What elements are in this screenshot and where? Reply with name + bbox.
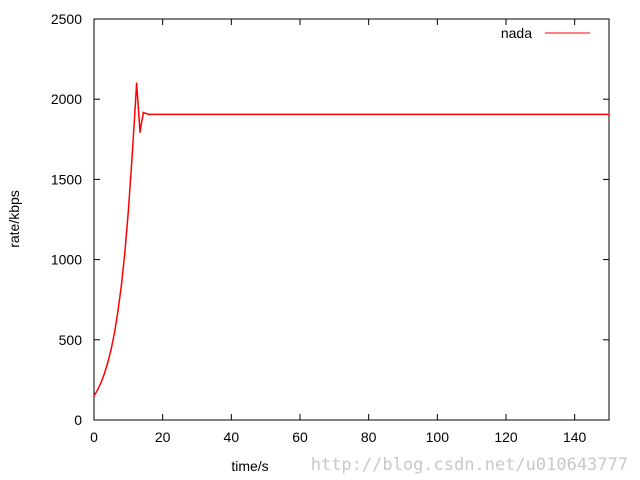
y-tick-label: 1500 [51, 171, 82, 187]
data-point [608, 113, 610, 116]
plot-frame [93, 18, 610, 421]
data-point [110, 348, 112, 350]
x-axis-label: time/s [231, 458, 268, 474]
data-point [148, 113, 150, 116]
data-point [142, 111, 145, 114]
series-line-nada [93, 83, 609, 397]
data-point [120, 283, 123, 286]
watermark: http://blog.csdn.net/u010643777 [310, 455, 628, 475]
data-point [139, 131, 141, 133]
y-tick-label: 2500 [51, 11, 82, 27]
data-point [96, 389, 99, 391]
x-tick-label: 60 [292, 429, 308, 445]
data-point [127, 210, 130, 213]
x-tick-label: 140 [563, 429, 587, 445]
data-point [135, 82, 138, 84]
y-tick-label: 0 [74, 412, 82, 428]
y-axis-label: rate/kbps [6, 190, 22, 248]
x-tick-label: 40 [224, 429, 240, 445]
y-tick-label: 2000 [51, 91, 82, 107]
y-tick-label: 1000 [51, 252, 82, 268]
x-tick-label: 0 [90, 429, 98, 445]
data-point [106, 362, 109, 364]
data-point [130, 160, 133, 162]
data-point [113, 331, 116, 333]
data-point [93, 395, 95, 397]
data-point [124, 251, 126, 253]
data-point [100, 382, 102, 384]
data-point [140, 120, 143, 123]
y-tick-label: 500 [59, 332, 83, 348]
data-point [134, 106, 136, 109]
data-point [117, 310, 119, 312]
x-tick-label: 100 [426, 429, 450, 445]
x-tick-label: 120 [494, 429, 518, 445]
legend-label: nada [501, 25, 532, 41]
x-tick-label: 80 [361, 429, 377, 445]
data-point [103, 373, 106, 375]
data-point [144, 112, 147, 115]
data-point [137, 106, 140, 109]
x-tick-label: 20 [155, 429, 171, 445]
